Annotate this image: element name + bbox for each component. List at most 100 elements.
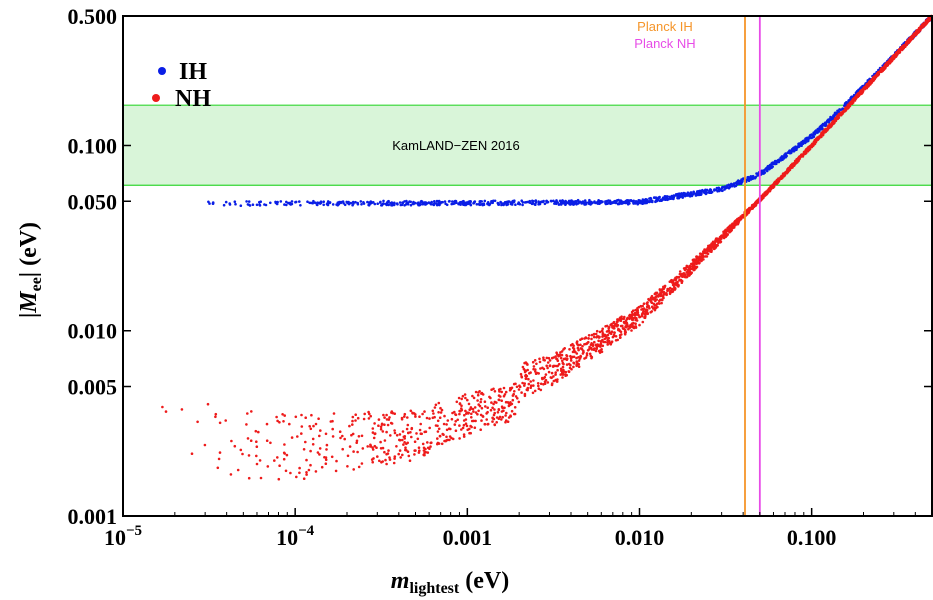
nh-point	[540, 376, 544, 380]
nh-point	[514, 395, 518, 398]
nh-point	[561, 371, 564, 374]
ih-point	[714, 188, 718, 192]
ih-point	[429, 203, 433, 206]
ih-point	[576, 198, 580, 202]
x-axis-title-unit: (eV)	[459, 568, 509, 594]
nh-point	[683, 268, 687, 272]
nh-point	[810, 144, 814, 148]
ih-point	[695, 190, 699, 193]
nh-point	[631, 322, 634, 326]
nh-point	[386, 423, 390, 427]
nh-point	[418, 415, 421, 419]
nh-point	[454, 413, 457, 416]
nh-point	[196, 420, 199, 424]
nh-point	[350, 433, 353, 437]
nh-point	[505, 411, 508, 415]
nh-point	[659, 291, 663, 295]
nh-point	[664, 292, 667, 295]
nh-point	[614, 335, 618, 338]
ih-point	[328, 201, 332, 205]
nh-point	[376, 455, 379, 458]
ih-point	[723, 188, 726, 191]
nh-point	[283, 452, 287, 455]
nh-point	[878, 71, 881, 74]
nh-point	[599, 345, 602, 348]
nh-point	[363, 412, 367, 416]
nh-point	[406, 423, 410, 427]
nh-point	[480, 392, 483, 395]
nh-point	[662, 296, 665, 300]
nh-point	[431, 409, 435, 413]
ih-point	[525, 200, 528, 204]
ih-point	[674, 193, 678, 196]
ih-point	[557, 203, 561, 206]
nh-point	[576, 346, 580, 350]
nh-point	[592, 348, 596, 352]
nh-point	[298, 471, 301, 475]
nh-point	[898, 51, 901, 54]
nh-point	[432, 412, 435, 415]
nh-point	[341, 447, 345, 451]
nh-point	[707, 244, 710, 248]
nh-point	[309, 463, 312, 467]
ih-point	[275, 202, 279, 206]
nh-point	[296, 435, 299, 438]
ih-point	[294, 200, 297, 204]
ih-point	[482, 202, 486, 205]
nh-point	[886, 60, 889, 64]
nh-point	[385, 413, 388, 417]
nh-point	[558, 353, 562, 357]
ih-point	[839, 108, 843, 111]
nh-point	[502, 386, 506, 390]
ih-point	[341, 200, 345, 203]
ih-point	[704, 190, 708, 194]
nh-point	[289, 471, 292, 475]
axis-ticks: 0.001 0.005 0.010 0.050 0.100 0.500 10−5 10−4 0.…	[68, 4, 933, 550]
nh-point	[218, 451, 222, 454]
nh-point	[529, 386, 532, 390]
nh-point	[645, 302, 649, 305]
nh-point	[471, 407, 475, 411]
ih-point	[290, 202, 294, 206]
ih-point	[598, 202, 601, 205]
nh-point	[493, 390, 497, 393]
nh-point	[633, 311, 637, 315]
ih-point	[635, 200, 639, 204]
ih-point	[852, 93, 856, 97]
ih-point	[312, 199, 315, 203]
nh-point	[596, 343, 599, 346]
nh-point	[352, 468, 356, 471]
nh-point	[909, 37, 912, 40]
nh-point	[905, 43, 908, 47]
nh-point	[631, 309, 635, 313]
nh-point	[309, 427, 313, 431]
nh-point	[661, 290, 665, 294]
nh-point	[486, 423, 490, 426]
nh-point	[642, 307, 646, 310]
nh-point	[474, 411, 478, 414]
nh-point	[352, 450, 355, 453]
nh-point	[556, 378, 559, 381]
nh-point	[695, 259, 698, 263]
nh-point	[653, 308, 657, 312]
nh-point	[490, 388, 493, 392]
nh-point	[436, 442, 439, 446]
nh-point	[464, 396, 467, 400]
nh-point	[415, 432, 418, 435]
nh-point	[206, 402, 210, 406]
nh-point	[436, 419, 440, 423]
ih-point	[376, 202, 380, 205]
ih-point	[403, 204, 406, 207]
nh-point	[685, 264, 689, 268]
nh-point	[463, 393, 467, 396]
nh-point	[471, 394, 474, 398]
nh-point	[398, 449, 402, 452]
nh-point	[865, 86, 869, 89]
ih-point	[316, 203, 319, 207]
nh-point	[410, 435, 413, 439]
nh-point	[521, 365, 525, 369]
ih-point	[723, 185, 726, 189]
ih-point	[575, 203, 578, 206]
nh-point	[669, 290, 672, 294]
nh-point	[588, 352, 592, 356]
